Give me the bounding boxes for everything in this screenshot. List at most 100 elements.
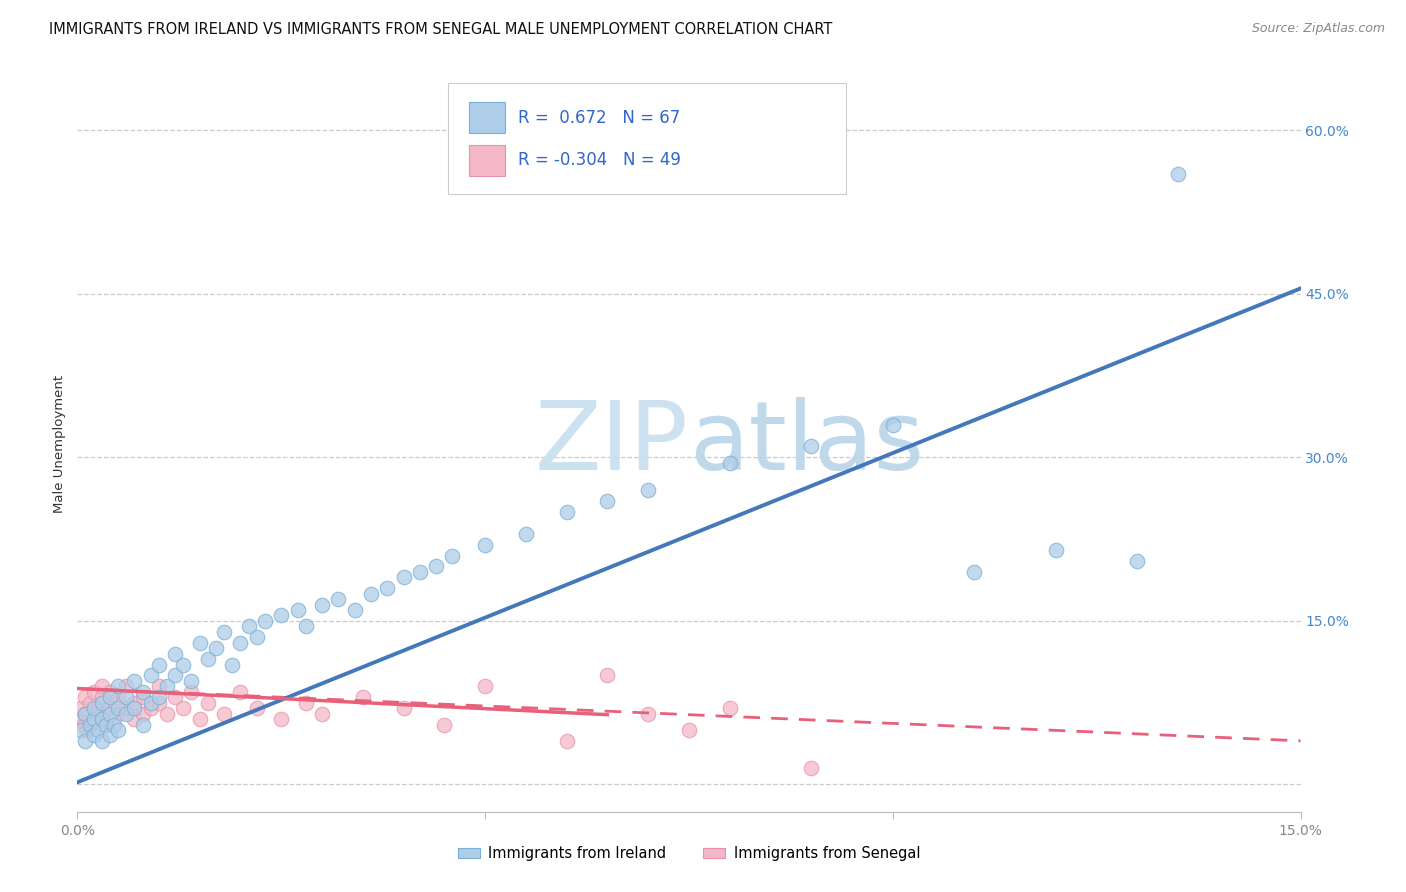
Point	[90, 712, 112, 726]
Point	[73, 717, 96, 731]
Point	[229, 636, 252, 650]
Point	[98, 690, 121, 705]
Point	[188, 712, 211, 726]
Point	[148, 690, 170, 705]
Point	[75, 734, 97, 748]
Point	[83, 712, 105, 726]
Point	[115, 690, 138, 705]
Point	[596, 668, 619, 682]
Point	[115, 679, 138, 693]
Point	[165, 647, 187, 661]
Point	[75, 706, 97, 721]
Point	[474, 538, 496, 552]
Point	[515, 526, 537, 541]
Point	[172, 657, 194, 672]
Point	[352, 690, 374, 705]
Point	[115, 706, 138, 721]
Point	[131, 717, 153, 731]
Point	[555, 734, 578, 748]
Point	[83, 685, 105, 699]
Point	[375, 581, 398, 595]
Point	[87, 723, 110, 737]
Point	[70, 701, 93, 715]
Point	[212, 624, 235, 639]
Point	[165, 668, 187, 682]
Point	[124, 673, 146, 688]
Point	[1167, 167, 1189, 181]
Point	[229, 685, 252, 699]
Point	[718, 456, 741, 470]
Point	[343, 603, 366, 617]
Point	[360, 587, 382, 601]
Y-axis label: Male Unemployment: Male Unemployment	[53, 375, 66, 513]
Point	[294, 619, 316, 633]
Point	[637, 483, 659, 497]
Point	[205, 641, 228, 656]
Point	[253, 614, 276, 628]
Point	[148, 657, 170, 672]
Point	[83, 701, 105, 715]
Point	[1045, 543, 1067, 558]
Point	[98, 706, 121, 721]
Point	[474, 679, 496, 693]
Point	[148, 696, 170, 710]
Point	[107, 679, 129, 693]
Point	[124, 696, 146, 710]
Point	[188, 636, 211, 650]
Point	[197, 696, 219, 710]
Point	[76, 723, 98, 737]
Bar	[468, 103, 506, 133]
Point	[165, 690, 187, 705]
Point	[294, 696, 316, 710]
Point	[98, 701, 121, 715]
Point	[131, 690, 153, 705]
Point	[139, 696, 162, 710]
Text: ZIP: ZIP	[536, 397, 689, 491]
Point	[90, 696, 112, 710]
Point	[221, 657, 243, 672]
Point	[115, 701, 138, 715]
Point	[963, 565, 986, 579]
Point	[800, 440, 823, 454]
Point	[392, 701, 415, 715]
Point	[94, 717, 117, 731]
Point	[246, 701, 269, 715]
Text: R =  0.672   N = 67: R = 0.672 N = 67	[517, 109, 681, 127]
Point	[800, 761, 823, 775]
Point	[90, 706, 112, 721]
Point	[287, 603, 309, 617]
Point	[90, 679, 112, 693]
Point	[1126, 554, 1149, 568]
Bar	[468, 145, 506, 176]
Point	[156, 679, 179, 693]
Point	[172, 701, 194, 715]
Point	[94, 717, 117, 731]
Point	[98, 685, 121, 699]
Point	[90, 734, 112, 748]
Text: IMMIGRANTS FROM IRELAND VS IMMIGRANTS FROM SENEGAL MALE UNEMPLOYMENT CORRELATION: IMMIGRANTS FROM IRELAND VS IMMIGRANTS FR…	[49, 22, 832, 37]
Text: Source: ZipAtlas.com: Source: ZipAtlas.com	[1251, 22, 1385, 36]
Point	[79, 717, 101, 731]
Point	[139, 701, 162, 715]
Text: R = -0.304   N = 49: R = -0.304 N = 49	[517, 152, 681, 169]
Point	[83, 712, 105, 726]
Point	[98, 728, 121, 742]
Point	[180, 673, 202, 688]
Legend: Immigrants from Ireland, Immigrants from Senegal: Immigrants from Ireland, Immigrants from…	[451, 840, 927, 867]
Point	[409, 565, 432, 579]
Point	[79, 696, 101, 710]
Point	[328, 592, 350, 607]
Point	[107, 701, 129, 715]
Point	[596, 494, 619, 508]
Point	[69, 712, 91, 726]
Point	[83, 728, 105, 742]
Point	[148, 679, 170, 693]
Point	[70, 723, 93, 737]
Point	[311, 598, 333, 612]
Point	[103, 717, 125, 731]
Point	[197, 652, 219, 666]
Point	[131, 706, 153, 721]
Point	[637, 706, 659, 721]
Point	[882, 417, 904, 432]
Point	[270, 608, 292, 623]
